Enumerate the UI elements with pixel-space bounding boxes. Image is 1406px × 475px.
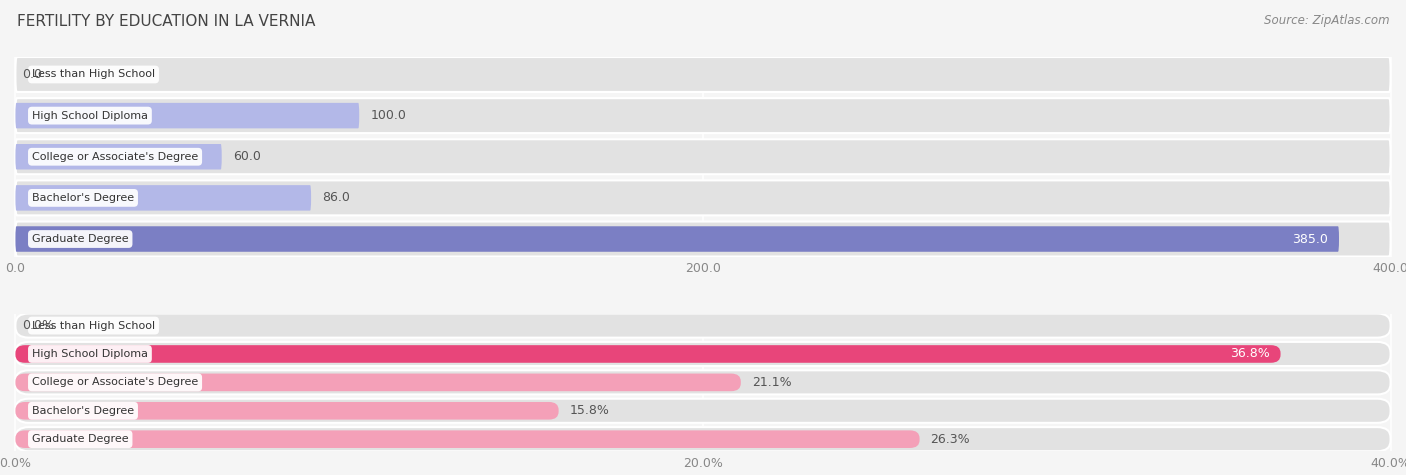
Text: 0.0: 0.0 [22, 68, 42, 81]
FancyBboxPatch shape [15, 314, 1391, 338]
Text: College or Associate's Degree: College or Associate's Degree [32, 377, 198, 388]
FancyBboxPatch shape [15, 342, 1391, 366]
Text: College or Associate's Degree: College or Associate's Degree [32, 152, 198, 162]
FancyBboxPatch shape [15, 103, 359, 128]
Text: 86.0: 86.0 [322, 191, 350, 204]
Text: 21.1%: 21.1% [752, 376, 792, 389]
Text: FERTILITY BY EDUCATION IN LA VERNIA: FERTILITY BY EDUCATION IN LA VERNIA [17, 14, 315, 29]
Text: Graduate Degree: Graduate Degree [32, 434, 128, 444]
FancyBboxPatch shape [15, 399, 1391, 423]
FancyBboxPatch shape [15, 402, 558, 419]
FancyBboxPatch shape [15, 185, 311, 210]
Text: Less than High School: Less than High School [32, 69, 155, 79]
Text: Graduate Degree: Graduate Degree [32, 234, 128, 244]
Text: 385.0: 385.0 [1292, 233, 1329, 246]
Text: 0.0%: 0.0% [22, 319, 55, 332]
Text: Source: ZipAtlas.com: Source: ZipAtlas.com [1264, 14, 1389, 27]
Text: High School Diploma: High School Diploma [32, 349, 148, 359]
FancyBboxPatch shape [15, 180, 1391, 215]
Text: 15.8%: 15.8% [569, 404, 609, 417]
Text: High School Diploma: High School Diploma [32, 111, 148, 121]
FancyBboxPatch shape [15, 427, 1391, 451]
FancyBboxPatch shape [15, 430, 920, 448]
FancyBboxPatch shape [15, 221, 1391, 256]
Text: 36.8%: 36.8% [1230, 348, 1270, 361]
Text: Less than High School: Less than High School [32, 321, 155, 331]
Text: Bachelor's Degree: Bachelor's Degree [32, 406, 134, 416]
FancyBboxPatch shape [15, 144, 222, 170]
Text: 26.3%: 26.3% [931, 433, 970, 446]
FancyBboxPatch shape [15, 98, 1391, 133]
FancyBboxPatch shape [15, 373, 741, 391]
Text: 60.0: 60.0 [233, 150, 260, 163]
FancyBboxPatch shape [15, 226, 1339, 252]
Text: Bachelor's Degree: Bachelor's Degree [32, 193, 134, 203]
FancyBboxPatch shape [15, 57, 1391, 92]
FancyBboxPatch shape [15, 370, 1391, 394]
FancyBboxPatch shape [15, 139, 1391, 174]
FancyBboxPatch shape [15, 345, 1281, 363]
Text: 100.0: 100.0 [370, 109, 406, 122]
